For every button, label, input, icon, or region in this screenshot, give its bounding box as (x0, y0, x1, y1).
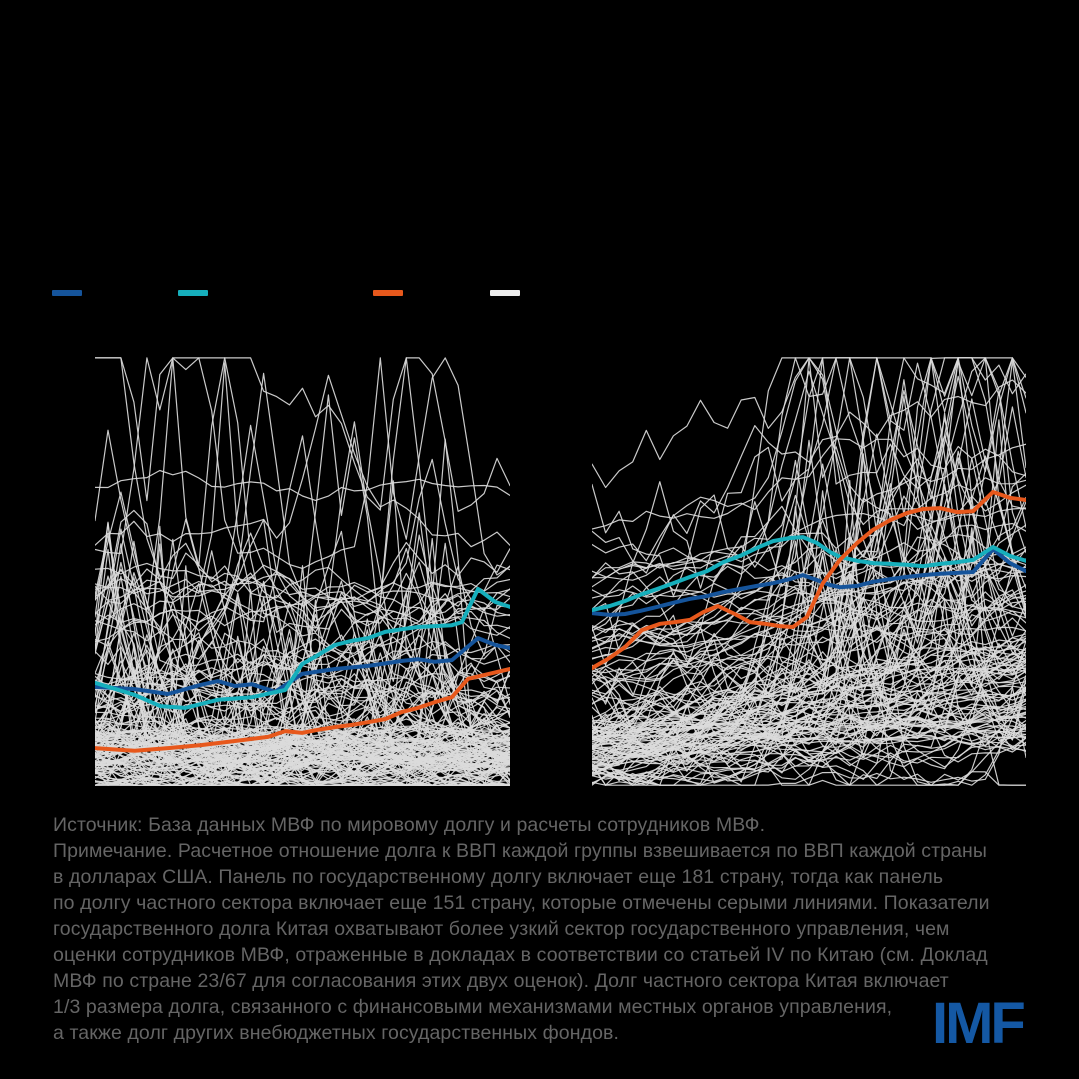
legend-swatch-teal (178, 290, 208, 296)
legend-swatch-blue (52, 290, 82, 296)
legend-swatch-white (490, 290, 520, 296)
note-line: государственного долга Китая охватывают … (53, 918, 950, 940)
note-line: Источник: База данных МВФ по мировому до… (53, 814, 766, 836)
note-line: Примечание. Расчетное отношение долга к … (53, 840, 988, 862)
note-line: по долгу частного сектора включает еще 1… (53, 892, 990, 914)
note-line: МВФ по стране 23/67 для согласования эти… (53, 970, 949, 992)
note-line: оценки сотрудников МВФ, отраженные в док… (53, 944, 988, 966)
chart-panel-right (592, 357, 1026, 786)
note-line: а также долг других внебюджетных государ… (53, 1022, 620, 1044)
imf-logo: IMF (932, 991, 1026, 1056)
legend-swatch-orange (373, 290, 403, 296)
note-line: 1/3 размера долга, связанного с финансов… (53, 996, 893, 1018)
chart-panel-left (95, 357, 510, 786)
source-note: Источник: База данных МВФ по мировому до… (53, 812, 1043, 1046)
note-line: в долларах США. Панель по государственно… (53, 866, 944, 888)
